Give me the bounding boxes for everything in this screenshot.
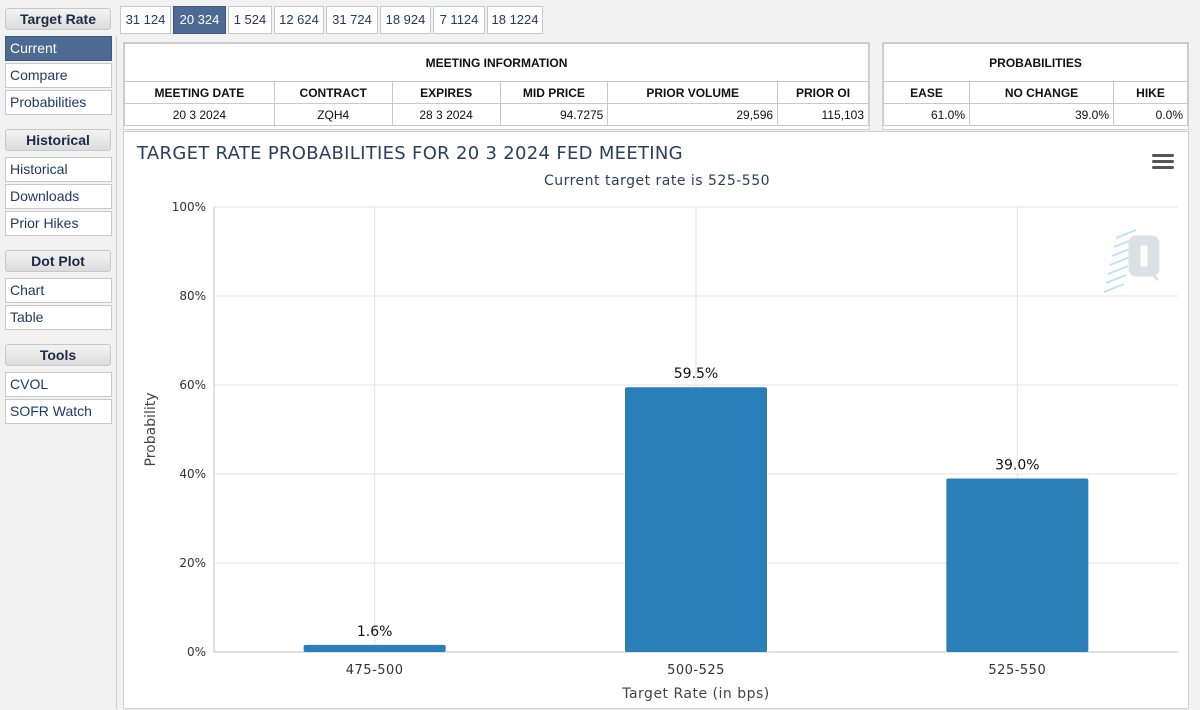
bar-525-550 <box>946 478 1089 652</box>
sidebar-item-sofr-watch[interactable]: SOFR Watch <box>5 399 112 424</box>
chart-title: TARGET RATE PROBABILITIES FOR 20 3 2024 … <box>137 143 683 164</box>
x-tick-label: 525-550 <box>988 663 1046 678</box>
column-header-meeting-date: MEETING DATE <box>124 81 275 104</box>
column-header-contract: CONTRACT <box>273 81 393 104</box>
tab-12-624[interactable]: 12 624 <box>274 6 324 34</box>
x-tick-label: 500-525 <box>667 663 725 678</box>
bar-chart: 0% 20% 40% 60% 80% 100% 1.6% 475-500 59.5% 500-52… <box>143 200 1178 702</box>
column-header-expires: EXPIRES <box>391 81 501 104</box>
cell-mid-price: 94.7275 <box>499 103 609 126</box>
y-tick-label: 20% <box>179 556 206 570</box>
column-header-ease: EASE <box>883 81 970 104</box>
sidebar-section-historical: Historical <box>5 129 111 151</box>
tab-31-124[interactable]: 31 124 <box>120 6 171 34</box>
probabilities-panel: PROBABILITIES EASE NO CHANGE HIKE 61.0% 39.… <box>882 42 1189 130</box>
data-label: 1.6% <box>357 624 393 640</box>
cell-prior-volume: 29,596 <box>607 103 779 126</box>
sidebar-item-probabilities[interactable]: Probabilities <box>5 90 112 115</box>
column-header-mid-price: MID PRICE <box>499 81 609 104</box>
probabilities-caption: PROBABILITIES <box>883 43 1188 82</box>
cell-meeting-date: 20 3 2024 <box>124 103 275 126</box>
sidebar-item-current[interactable]: Current <box>5 36 112 61</box>
sidebar-item-compare[interactable]: Compare <box>5 63 112 88</box>
meeting-information-table: MEETING INFORMATION MEETING DATE CONTRACT… <box>124 43 869 126</box>
sidebar: Target Rate Current Compare Probabilities Hi… <box>0 0 117 709</box>
tab-18-1224[interactable]: 18 1224 <box>487 6 543 34</box>
cme-q-logo-icon <box>1103 229 1160 293</box>
chart-panel: TARGET RATE PROBABILITIES FOR 20 3 2024 … <box>123 131 1189 709</box>
x-tick-label: 475-500 <box>346 663 404 678</box>
data-label: 39.0% <box>995 457 1039 473</box>
sidebar-section-tools: Tools <box>5 344 111 366</box>
y-tick-label: 60% <box>179 378 206 392</box>
meeting-information-caption: MEETING INFORMATION <box>124 43 869 82</box>
sidebar-section-target-rate: Target Rate <box>5 8 111 30</box>
probabilities-table: PROBABILITIES EASE NO CHANGE HIKE 61.0% 39.… <box>883 43 1188 126</box>
sidebar-item-cvol[interactable]: CVOL <box>5 372 112 397</box>
tab-20-324[interactable]: 20 324 <box>173 6 226 34</box>
sidebar-item-historical[interactable]: Historical <box>5 157 112 182</box>
data-label: 59.5% <box>674 366 718 382</box>
tab-31-724[interactable]: 31 724 <box>326 6 378 34</box>
cell-no-change: 39.0% <box>969 103 1114 126</box>
column-header-prior-oi: PRIOR OI <box>777 81 869 104</box>
y-axis-title: Probability <box>143 392 159 466</box>
cell-ease: 61.0% <box>883 103 970 126</box>
sidebar-item-prior-hikes[interactable]: Prior Hikes <box>5 211 112 236</box>
hamburger-menu-icon[interactable] <box>1152 154 1174 170</box>
sidebar-item-chart[interactable]: Chart <box>5 278 112 303</box>
y-tick-label: 40% <box>179 467 206 481</box>
bar-500-525 <box>625 387 767 652</box>
meeting-tab-bar: 31 124 20 324 1 524 12 624 31 724 18 924 7 112… <box>116 0 1200 36</box>
tab-1-524[interactable]: 1 524 <box>228 6 272 34</box>
cell-contract: ZQH4 <box>273 103 393 126</box>
cell-hike: 0.0% <box>1113 103 1188 126</box>
x-axis-title: Target Rate (in bps) <box>621 686 770 702</box>
column-header-hike: HIKE <box>1113 81 1188 104</box>
sidebar-item-table[interactable]: Table <box>5 305 112 330</box>
y-tick-label: 100% <box>172 200 206 214</box>
cell-prior-oi: 115,103 <box>777 103 869 126</box>
y-tick-label: 80% <box>179 289 206 303</box>
sidebar-section-dot-plot: Dot Plot <box>5 250 111 272</box>
bar-475-500 <box>303 644 446 652</box>
tab-7-1124[interactable]: 7 1124 <box>433 6 485 34</box>
meeting-information-panel: MEETING INFORMATION MEETING DATE CONTRACT… <box>123 42 870 130</box>
cell-expires: 28 3 2024 <box>391 103 501 126</box>
chart-subtitle: Current target rate is 525-550 <box>543 173 771 189</box>
tab-18-924[interactable]: 18 924 <box>380 6 431 34</box>
sidebar-item-downloads[interactable]: Downloads <box>5 184 112 209</box>
column-header-no-change: NO CHANGE <box>969 81 1114 104</box>
y-tick-label: 0% <box>187 645 206 659</box>
column-header-prior-volume: PRIOR VOLUME <box>607 81 779 104</box>
